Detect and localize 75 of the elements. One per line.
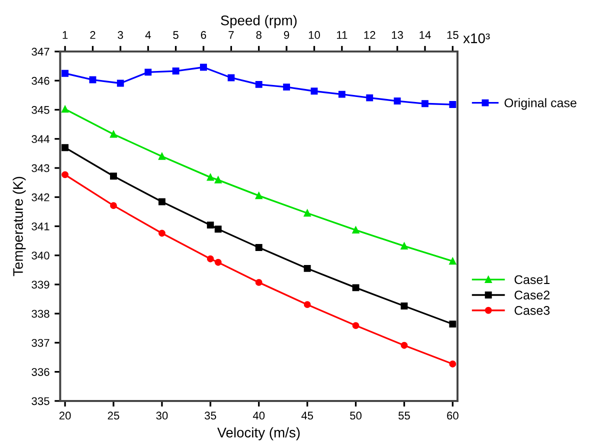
point <box>206 174 214 181</box>
x-tick-label: 40 <box>252 412 265 420</box>
x2-tick-label: 11 <box>337 31 348 39</box>
point <box>400 302 408 310</box>
x2-tick-label: 5 <box>173 31 178 39</box>
point <box>400 242 408 250</box>
text: x10³ <box>463 33 490 44</box>
y-tick-label: 336 <box>32 368 50 376</box>
legend-label: Case1 <box>514 275 550 284</box>
point <box>110 130 117 138</box>
point <box>214 176 222 184</box>
x2-tick-label: 1 <box>62 31 68 39</box>
point <box>214 226 222 233</box>
point <box>449 258 456 265</box>
x2-tick-label: 9 <box>284 31 290 39</box>
point <box>400 342 408 349</box>
x-tick-label: 45 <box>301 412 314 420</box>
point <box>255 278 262 286</box>
y-tick-label: 347 <box>32 48 50 56</box>
point <box>352 226 360 234</box>
y-tick-label: 346 <box>32 76 50 85</box>
point <box>449 320 456 328</box>
point <box>352 284 360 292</box>
x-tick-label: 50 <box>350 412 362 420</box>
point <box>304 264 311 272</box>
x2-tick-label: 12 <box>364 31 376 39</box>
point <box>110 202 117 210</box>
y-tick-label: 341 <box>32 222 50 230</box>
point <box>158 230 166 237</box>
x2-axis-title: Speed (rpm) <box>220 15 297 28</box>
point <box>158 152 166 160</box>
x-tick-label: 60 <box>447 412 458 420</box>
x2-tick-label: 4 <box>145 31 151 39</box>
x2-tick-label: 3 <box>118 31 124 39</box>
point <box>62 144 69 152</box>
y-tick-label: 340 <box>32 252 50 260</box>
x-tick-label: 35 <box>204 412 216 420</box>
y-tick-label: 344 <box>32 135 50 144</box>
x2-tick-label: 10 <box>308 31 320 39</box>
point <box>255 244 262 251</box>
x2-tick-label: 6 <box>200 31 206 39</box>
y-tick-label: 338 <box>32 310 50 318</box>
x2-tick-label: 13 <box>392 31 403 39</box>
x-tick-label: 30 <box>156 412 168 420</box>
y-tick-label: 335 <box>32 397 50 406</box>
y-tick-label: 345 <box>32 106 50 114</box>
point <box>110 172 117 180</box>
legend-label: Case3 <box>514 306 550 315</box>
point <box>206 222 214 229</box>
point <box>255 192 262 200</box>
y-tick-label: 342 <box>32 193 50 202</box>
x2-tick-label: 14 <box>420 31 431 39</box>
point <box>449 360 456 368</box>
point <box>304 210 311 217</box>
point <box>206 255 214 262</box>
x2-tick-label: 2 <box>90 31 96 39</box>
x2-tick-label: 7 <box>228 31 234 39</box>
point <box>304 301 311 308</box>
x2-tick-label: 15 <box>447 31 458 39</box>
y-tick-label: 337 <box>32 338 50 347</box>
point <box>214 258 222 266</box>
y-axis-title: Temperature (K) <box>12 176 26 276</box>
y-tick-label: 343 <box>32 164 50 172</box>
point <box>62 106 69 113</box>
x-tick-label: 55 <box>398 412 410 420</box>
legend-label: Case2 <box>514 290 550 300</box>
point <box>62 171 69 178</box>
point <box>158 198 166 206</box>
x-axis-title: Velocity (m/s) <box>217 427 300 440</box>
x-tick-label: 20 <box>59 412 71 420</box>
y-tick-label: 339 <box>32 280 50 289</box>
legend-label: Original case <box>504 98 576 110</box>
x-tick-label: 25 <box>108 412 120 420</box>
point <box>352 322 360 330</box>
x2-tick-label: 8 <box>256 31 262 39</box>
